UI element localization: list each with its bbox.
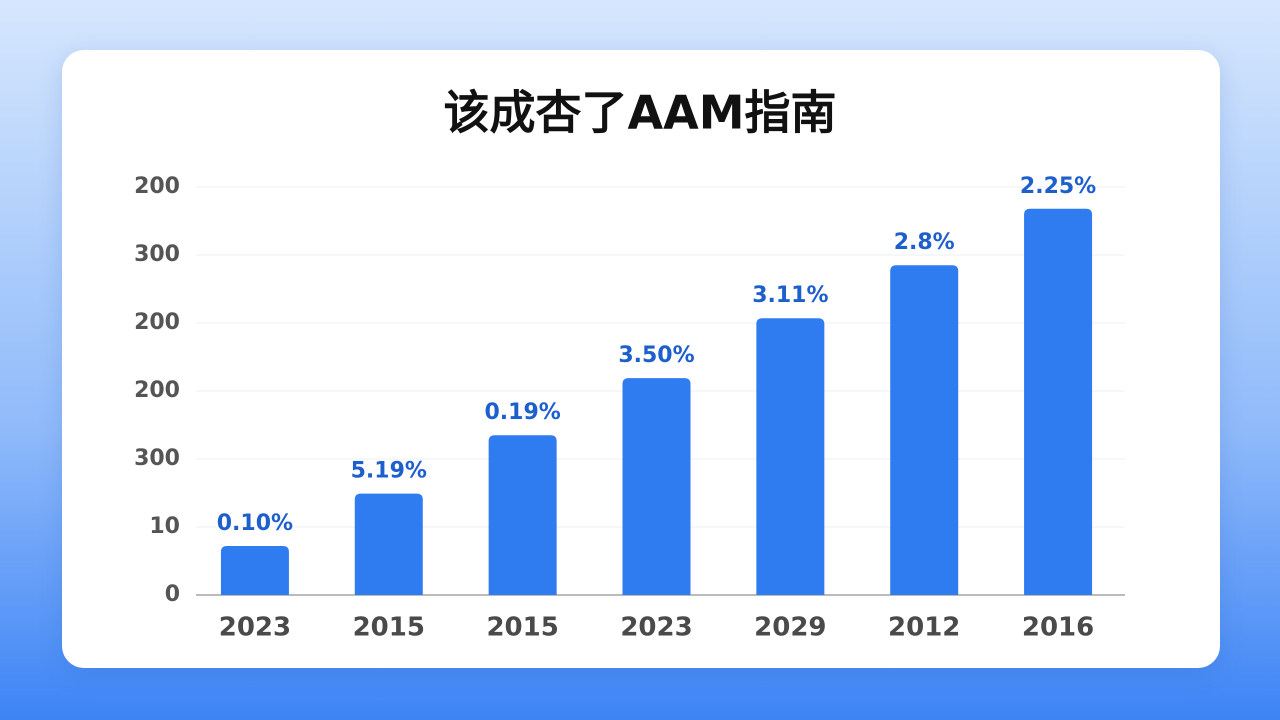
bar: [1024, 208, 1093, 595]
x-tick-label: 2015: [486, 613, 558, 643]
bar: [756, 318, 825, 595]
y-tick-label: 300: [134, 446, 180, 471]
x-tick-label: 2029: [754, 613, 826, 643]
y-tick-label: 200: [134, 310, 180, 335]
bar-label: 3.50%: [618, 343, 694, 368]
x-tick-label: 2023: [620, 613, 692, 643]
bar-label: 2.8%: [894, 230, 955, 255]
bar: [354, 493, 423, 595]
y-tick-label: 300: [134, 242, 180, 267]
bar-label: 0.19%: [484, 400, 560, 425]
y-tick-label: 200: [134, 378, 180, 403]
bar: [488, 435, 557, 595]
bar-label: 3.11%: [752, 283, 828, 308]
bar-label: 2.25%: [1020, 174, 1096, 199]
x-tick-label: 2023: [219, 613, 291, 643]
y-tick-label: 10: [149, 514, 180, 539]
x-tick-label: 2015: [353, 613, 425, 643]
bar: [220, 546, 289, 595]
chart-title: 该成杏了AAM指南: [444, 86, 837, 140]
bar: [890, 265, 959, 595]
bar-label: 5.19%: [351, 459, 427, 484]
x-tick-label: 2012: [888, 613, 960, 643]
y-tick-label: 0: [165, 582, 180, 607]
bar-label: 0.10%: [217, 511, 293, 536]
x-tick-label: 2016: [1022, 613, 1094, 643]
y-tick-label: 200: [134, 174, 180, 199]
bar: [622, 378, 691, 595]
